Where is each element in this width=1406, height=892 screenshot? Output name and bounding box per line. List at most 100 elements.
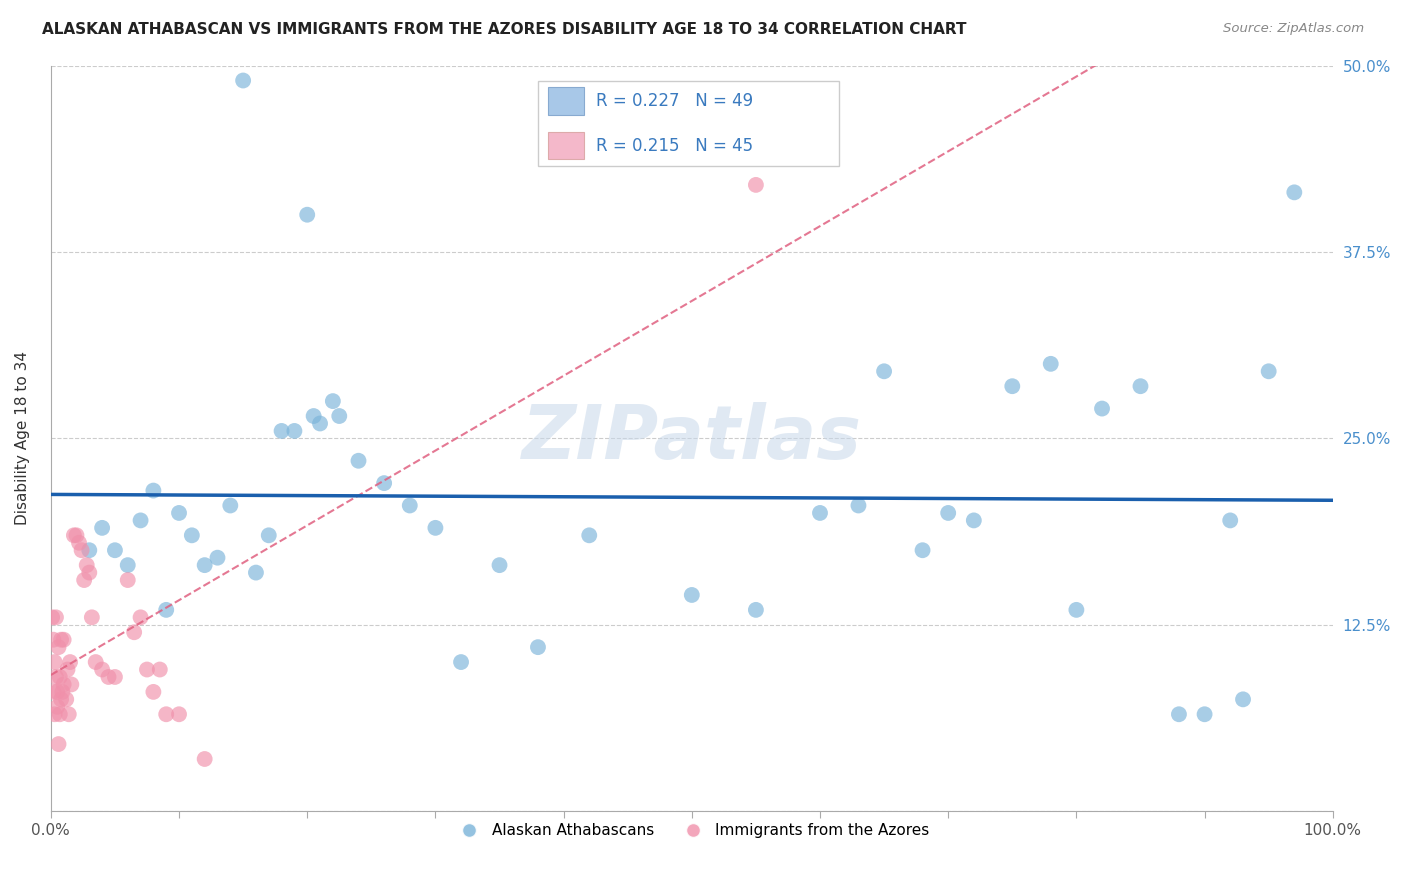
Point <box>51 685 73 699</box>
Point <box>122 625 145 640</box>
Point <box>219 499 242 513</box>
Point <box>232 73 254 87</box>
Point <box>194 558 217 573</box>
Point <box>42 632 65 647</box>
Point <box>322 394 344 409</box>
Point <box>450 655 472 669</box>
Point <box>1257 364 1279 378</box>
Point <box>1284 186 1306 200</box>
Point <box>167 506 190 520</box>
Point <box>49 632 72 647</box>
Point <box>49 670 72 684</box>
Point <box>52 677 75 691</box>
Point <box>67 535 90 549</box>
Point <box>44 655 66 669</box>
Point <box>117 573 139 587</box>
Point <box>180 528 202 542</box>
Point <box>42 685 65 699</box>
Point <box>347 454 370 468</box>
Text: R = 0.215   N = 45: R = 0.215 N = 45 <box>596 136 752 154</box>
Point <box>808 506 831 520</box>
Point <box>149 663 172 677</box>
Point <box>873 364 896 378</box>
Point <box>911 543 934 558</box>
Point <box>194 752 217 766</box>
Point <box>49 692 72 706</box>
Point <box>167 707 190 722</box>
Point <box>104 670 127 684</box>
Point <box>91 521 114 535</box>
Point <box>745 603 768 617</box>
Point <box>63 528 86 542</box>
Point <box>1219 513 1241 527</box>
Point <box>207 550 229 565</box>
Point <box>1194 707 1216 722</box>
Point <box>398 499 420 513</box>
Point <box>155 603 177 617</box>
Point <box>1066 603 1088 617</box>
Legend: Alaskan Athabascans, Immigrants from the Azores: Alaskan Athabascans, Immigrants from the… <box>447 817 936 845</box>
Point <box>297 208 319 222</box>
Point <box>1001 379 1024 393</box>
Point <box>155 707 177 722</box>
Point <box>963 513 986 527</box>
Point <box>283 424 305 438</box>
Point <box>936 506 959 520</box>
Point <box>97 670 120 684</box>
Point <box>49 707 72 722</box>
Point <box>302 409 325 423</box>
Point <box>578 528 600 542</box>
Point <box>60 677 83 691</box>
Point <box>70 543 93 558</box>
Point <box>80 610 103 624</box>
Y-axis label: Disability Age 18 to 34: Disability Age 18 to 34 <box>15 351 30 525</box>
Point <box>91 663 114 677</box>
Point <box>1039 357 1062 371</box>
Point <box>46 685 69 699</box>
Point <box>488 558 510 573</box>
Point <box>1232 692 1254 706</box>
Point <box>52 632 75 647</box>
FancyBboxPatch shape <box>538 80 839 166</box>
Point <box>48 640 70 655</box>
Point <box>245 566 267 580</box>
Point <box>84 655 107 669</box>
Point <box>46 699 69 714</box>
Text: Source: ZipAtlas.com: Source: ZipAtlas.com <box>1223 22 1364 36</box>
Point <box>142 483 165 498</box>
Point <box>142 685 165 699</box>
Point <box>45 610 67 624</box>
Point <box>136 663 159 677</box>
Text: ZIPatlas: ZIPatlas <box>522 402 862 475</box>
Point <box>44 707 66 722</box>
Bar <box>548 132 583 160</box>
Text: R = 0.227   N = 49: R = 0.227 N = 49 <box>596 92 752 110</box>
Point <box>76 558 98 573</box>
Bar <box>548 87 583 115</box>
Point <box>270 424 292 438</box>
Point <box>527 640 550 655</box>
Text: ALASKAN ATHABASCAN VS IMMIGRANTS FROM THE AZORES DISABILITY AGE 18 TO 34 CORRELA: ALASKAN ATHABASCAN VS IMMIGRANTS FROM TH… <box>42 22 967 37</box>
Point <box>373 476 395 491</box>
Point <box>45 670 67 684</box>
Point <box>117 558 139 573</box>
Point <box>745 178 768 192</box>
Point <box>55 692 77 706</box>
Point <box>681 588 703 602</box>
Point <box>58 707 80 722</box>
Point <box>73 573 96 587</box>
Point <box>257 528 280 542</box>
Point <box>848 499 870 513</box>
Point <box>129 513 152 527</box>
Point <box>328 409 350 423</box>
Point <box>65 528 87 542</box>
Point <box>309 417 332 431</box>
Point <box>1091 401 1114 416</box>
Point <box>48 737 70 751</box>
Point <box>425 521 447 535</box>
Point <box>129 610 152 624</box>
Point <box>79 566 101 580</box>
Point <box>41 610 63 624</box>
Point <box>1168 707 1191 722</box>
Point <box>56 663 79 677</box>
